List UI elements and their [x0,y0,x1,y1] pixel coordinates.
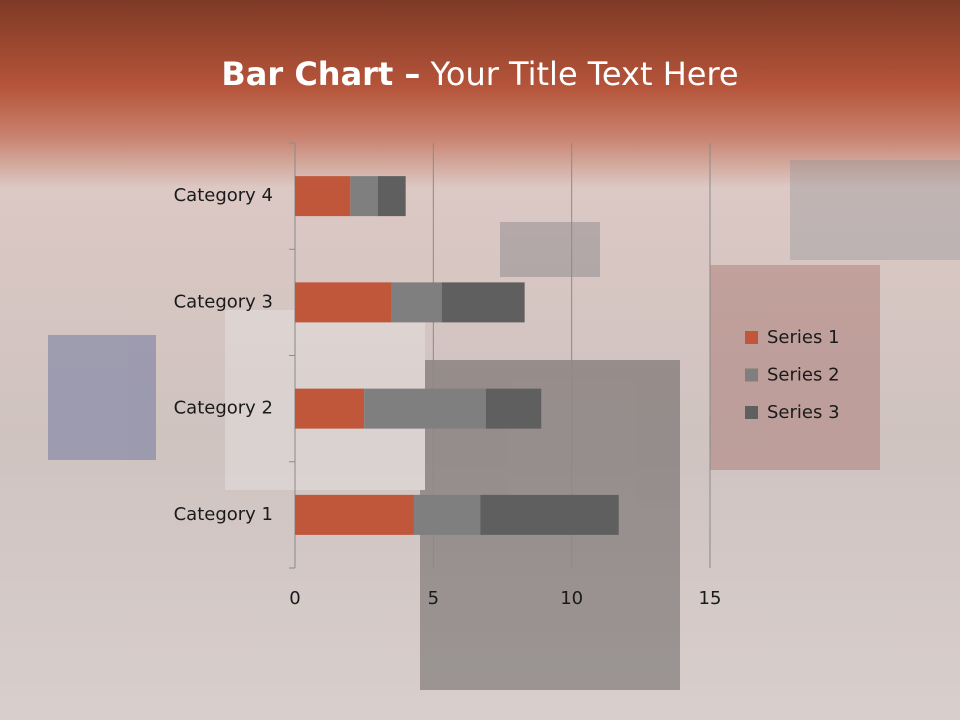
bar [295,176,351,217]
y-tick-label: Category 2 [174,398,273,419]
x-tick-label: 10 [560,588,583,609]
title-text: Your Title Text Here [430,55,739,93]
slide-title: Bar Chart – Your Title Text Here [221,55,738,93]
bar [480,494,619,535]
bar [485,388,542,429]
bar [364,388,486,429]
legend-label: Series 2 [767,365,840,386]
bar [413,494,481,535]
legend-label: Series 3 [767,402,840,423]
bar [295,282,392,323]
legend-label: Series 1 [767,327,840,348]
y-tick-label: Category 3 [174,291,273,312]
bar [295,494,414,535]
legend-swatch [745,406,758,419]
x-tick-label: 15 [699,588,722,609]
bar [350,176,378,217]
y-tick-label: Category 4 [174,185,273,206]
x-tick-label: 5 [428,588,439,609]
bar [378,176,406,217]
x-tick-label: 0 [289,588,300,609]
bar [391,282,442,323]
legend-swatch [745,368,758,382]
plot: 0 5 10 15 Category 1 Category 2 Category 3 Cate… [174,142,840,609]
bar [295,388,365,429]
legend-swatch [745,331,758,344]
title-bold: Bar Chart – [221,55,420,93]
y-tick-label: Category 1 [174,504,273,525]
bar [441,282,525,323]
